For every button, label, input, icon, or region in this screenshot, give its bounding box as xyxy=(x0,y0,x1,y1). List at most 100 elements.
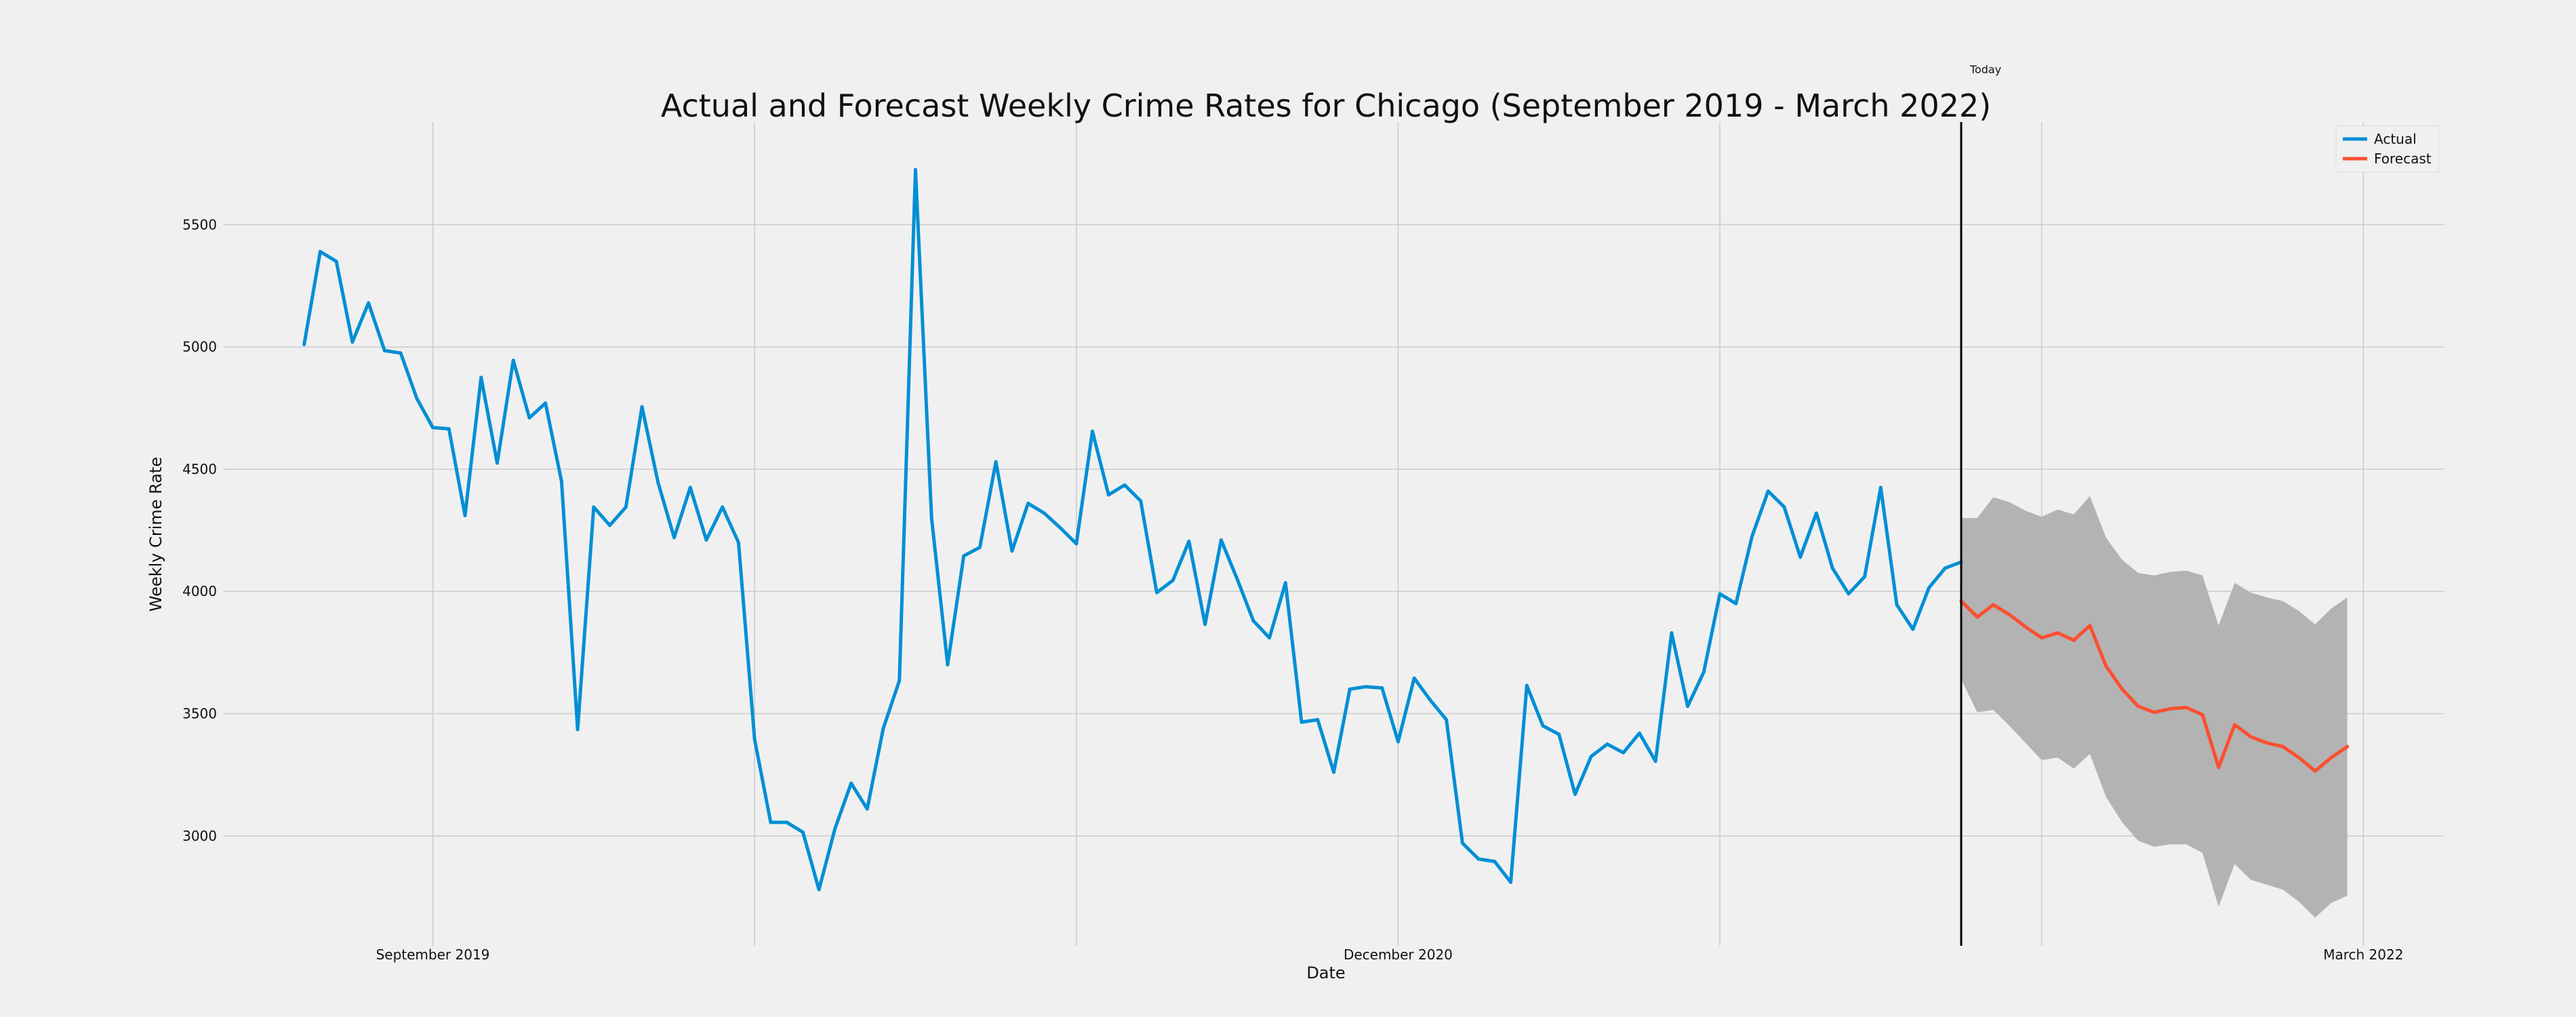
data-point-actual xyxy=(1622,751,1626,755)
y-tick-label-3000: 3000 xyxy=(182,828,217,844)
data-point-actual xyxy=(1911,627,1915,631)
data-point-actual xyxy=(913,167,917,172)
data-point-forecast xyxy=(2055,631,2059,635)
data-point-forecast xyxy=(2088,624,2092,628)
data-point-actual xyxy=(978,545,982,549)
data-point-actual xyxy=(1863,575,1867,579)
legend-entry-actual: Actual xyxy=(2374,131,2417,147)
data-point-actual xyxy=(1460,841,1464,845)
data-point-forecast xyxy=(1992,603,1996,607)
data-point-actual xyxy=(1412,676,1416,680)
data-point-actual xyxy=(367,301,371,305)
data-point-actual xyxy=(1830,566,1834,570)
legend-entry-forecast: Forecast xyxy=(2374,151,2432,167)
y-axis-label: Weekly Crime Rate xyxy=(146,457,165,612)
data-point-actual xyxy=(1525,683,1529,687)
data-point-forecast xyxy=(2040,636,2044,640)
data-point-actual xyxy=(1702,670,1706,674)
data-point-actual xyxy=(752,737,757,741)
data-point-actual xyxy=(1718,592,1722,596)
y-tick-label-3500: 3500 xyxy=(182,705,217,721)
data-point-actual xyxy=(672,536,676,540)
data-point-actual xyxy=(1476,857,1481,861)
data-point-actual xyxy=(479,376,483,380)
data-point-actual xyxy=(302,342,306,346)
data-point-actual xyxy=(881,726,885,730)
data-point-actual xyxy=(656,481,660,485)
data-point-actual xyxy=(1605,742,1609,746)
data-point-actual xyxy=(1878,485,1883,490)
data-point-actual xyxy=(640,405,644,409)
data-point-actual xyxy=(736,540,740,544)
data-point-actual xyxy=(1332,770,1335,774)
series-lines xyxy=(302,167,2350,892)
data-point-forecast xyxy=(2249,735,2253,739)
data-point-actual xyxy=(865,807,869,811)
data-point-actual xyxy=(559,479,563,483)
data-point-actual xyxy=(382,348,386,353)
data-point-actual xyxy=(785,820,789,824)
data-point-actual xyxy=(1042,511,1046,515)
data-point-actual xyxy=(1123,483,1127,487)
confidence-band-area xyxy=(1961,496,2348,918)
chart-title: Actual and Forecast Weekly Crime Rates f… xyxy=(661,87,1991,124)
data-point-actual xyxy=(1283,581,1287,585)
data-point-actual xyxy=(1219,538,1223,542)
data-point-actual xyxy=(1268,636,1272,640)
data-point-actual xyxy=(1316,718,1320,722)
data-point-forecast xyxy=(2313,769,2317,773)
data-point-actual xyxy=(1348,687,1352,691)
data-point-actual xyxy=(1300,720,1304,724)
data-point-actual xyxy=(1782,505,1786,509)
data-point-actual xyxy=(994,460,998,464)
data-point-forecast xyxy=(2007,612,2011,616)
y-tick-label-4000: 4000 xyxy=(182,583,217,599)
data-point-actual xyxy=(769,820,773,824)
data-point-actual xyxy=(1091,429,1095,433)
tick-labels: 3000 3500 4000 4500 5000 5500 September 2019 De… xyxy=(182,216,2403,963)
data-point-actual xyxy=(334,260,338,264)
data-point-actual xyxy=(898,679,902,683)
data-point-actual xyxy=(1670,631,1674,635)
data-point-actual xyxy=(721,505,725,509)
y-tick-label-4500: 4500 xyxy=(182,461,217,477)
data-point-actual xyxy=(350,340,355,344)
data-point-forecast xyxy=(2024,625,2028,629)
data-point-actual xyxy=(415,396,419,400)
data-point-actual xyxy=(527,416,531,420)
series-actual xyxy=(302,167,1963,892)
data-point-actual xyxy=(1798,555,1803,559)
y-tick-label-5500: 5500 xyxy=(182,216,217,233)
data-point-actual xyxy=(1139,499,1143,503)
data-point-actual xyxy=(576,727,580,732)
data-point-actual xyxy=(1637,731,1641,735)
data-point-actual xyxy=(608,523,612,527)
data-point-actual xyxy=(624,505,628,509)
data-point-actual xyxy=(1428,698,1432,702)
data-point-forecast xyxy=(2232,723,2236,727)
x-axis-label: Date xyxy=(1306,963,1345,982)
data-point-actual xyxy=(1203,622,1207,626)
data-point-actual xyxy=(592,505,596,509)
data-point-actual xyxy=(1766,489,1770,493)
data-point-actual xyxy=(1380,686,1384,690)
data-point-actual xyxy=(447,426,451,431)
data-point-actual xyxy=(1509,880,1513,884)
data-point-actual xyxy=(1010,549,1014,553)
data-point-actual xyxy=(1653,759,1657,763)
data-point-actual xyxy=(1058,525,1062,530)
data-point-forecast xyxy=(2329,755,2333,759)
data-point-forecast xyxy=(2200,713,2205,717)
data-point-forecast xyxy=(2184,705,2188,709)
data-point-actual xyxy=(817,888,821,892)
data-point-actual xyxy=(1074,542,1079,546)
data-point-actual xyxy=(1364,685,1368,689)
data-point-actual xyxy=(1927,586,1931,590)
data-point-actual xyxy=(1187,539,1191,543)
data-point-actual xyxy=(318,250,322,254)
data-point-forecast xyxy=(2120,687,2124,691)
data-point-actual xyxy=(1235,577,1239,581)
data-point-actual xyxy=(1171,578,1175,582)
